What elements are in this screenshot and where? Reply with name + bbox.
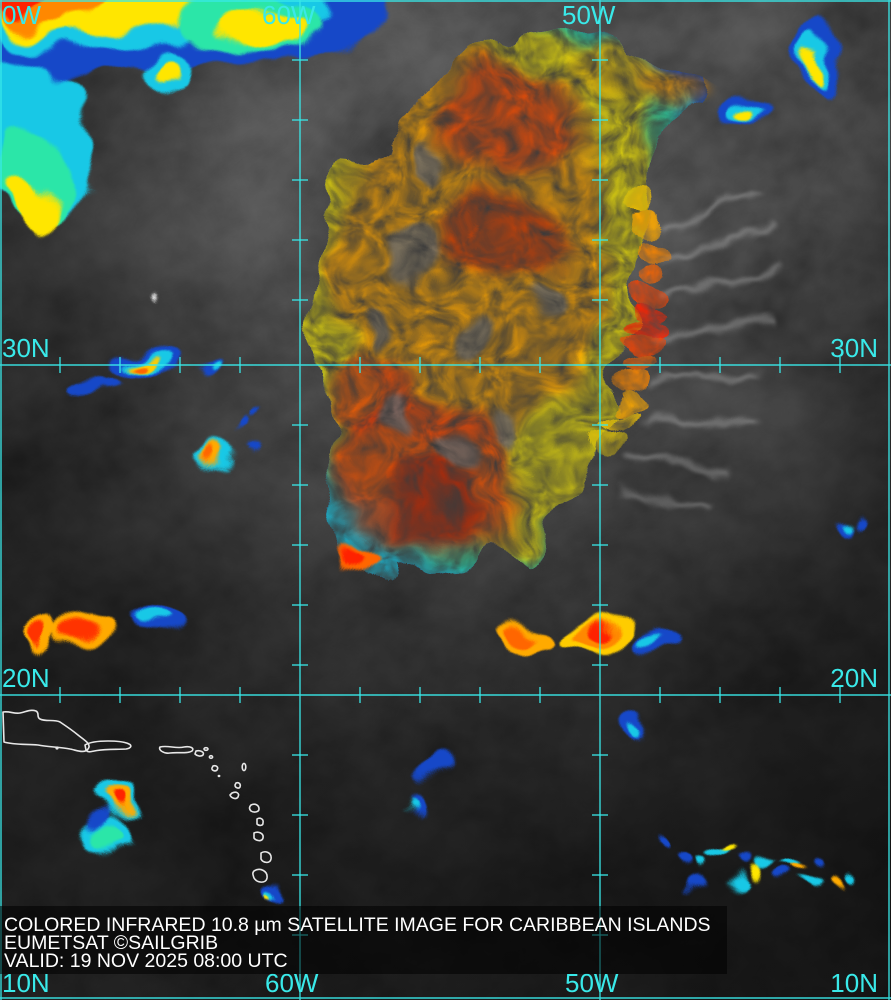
svg-text:30N: 30N (830, 333, 878, 363)
svg-text:30N: 30N (2, 333, 50, 363)
svg-text:VALID: 19 NOV 2025 08:00 UTC: VALID: 19 NOV 2025 08:00 UTC (4, 950, 288, 972)
svg-text:60W: 60W (262, 0, 316, 30)
svg-text:50W: 50W (562, 0, 616, 30)
svg-text:0W: 0W (2, 0, 41, 30)
svg-text:10N: 10N (830, 968, 878, 998)
svg-text:20N: 20N (2, 663, 50, 693)
svg-text:20N: 20N (830, 663, 878, 693)
